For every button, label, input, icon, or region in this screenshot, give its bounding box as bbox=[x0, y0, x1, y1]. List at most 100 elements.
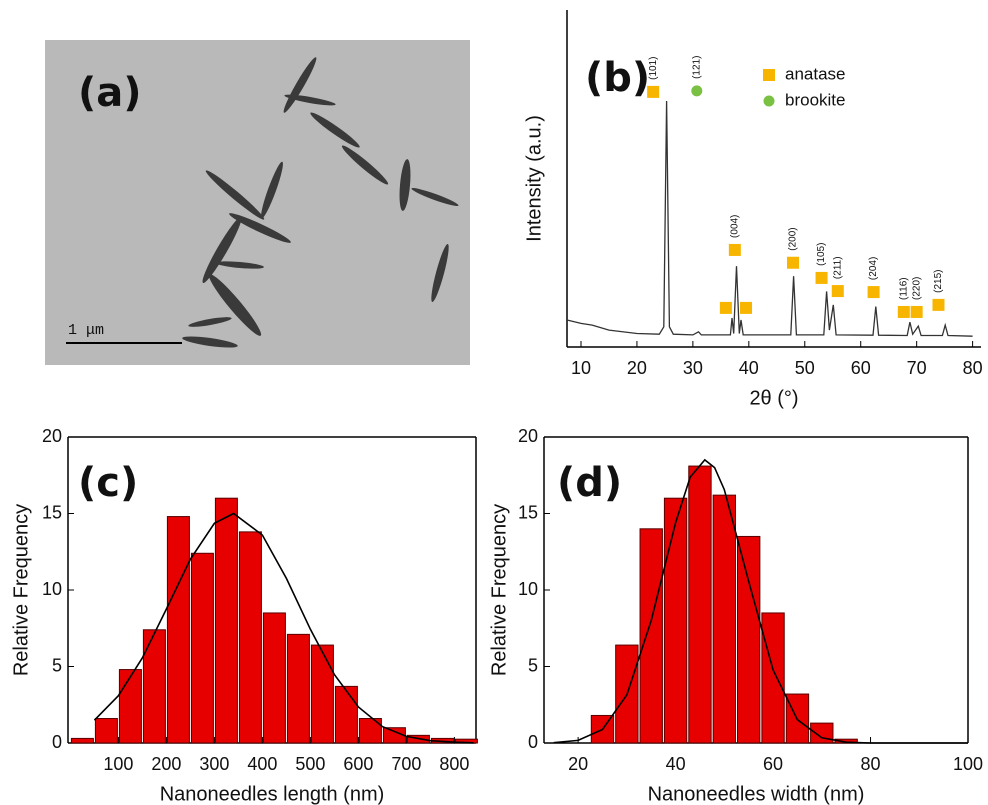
bar bbox=[688, 465, 712, 744]
bar bbox=[238, 531, 262, 744]
phase-marker bbox=[728, 243, 741, 256]
panel: 10 20 30 40 50 60 70 80 2θ (°) Intensity (a.u.) (1… bbox=[523, 10, 983, 409]
x-tick-label: 500 bbox=[295, 754, 325, 774]
peak-label: (121) bbox=[691, 56, 702, 79]
y-tick-label: 20 bbox=[518, 426, 538, 446]
y-axis-label: Relative Frequency bbox=[10, 504, 32, 676]
y-axis-label: Relative Frequency bbox=[488, 504, 510, 676]
y-axis-label: Intensity (a.u.) bbox=[523, 115, 545, 242]
x-tick-label: 600 bbox=[343, 754, 373, 774]
needle bbox=[261, 161, 283, 219]
x-tick-label: 30 bbox=[683, 358, 703, 378]
image-background bbox=[45, 40, 470, 365]
phase-marker bbox=[691, 85, 703, 97]
peak-label: (105) bbox=[816, 243, 827, 266]
bar bbox=[712, 494, 737, 744]
bar bbox=[834, 738, 858, 744]
x-tick-label: 10 bbox=[571, 358, 591, 378]
fit-curve bbox=[553, 458, 968, 744]
x-tick-label: 800 bbox=[439, 754, 469, 774]
bar bbox=[639, 528, 663, 744]
panel: 20 40 60 80 100 0 5 10 15 20 Nanoneedles width (nm… bbox=[488, 426, 983, 805]
y-tick-label: 5 bbox=[52, 655, 62, 675]
x-tick-label: 400 bbox=[247, 754, 277, 774]
needle bbox=[208, 274, 262, 336]
bar bbox=[663, 497, 688, 744]
bar bbox=[737, 535, 761, 744]
needle bbox=[431, 244, 449, 302]
x-tick-label: 200 bbox=[151, 754, 181, 774]
y-tick-label: 0 bbox=[52, 732, 62, 752]
fit-curve bbox=[93, 512, 474, 744]
phase-marker bbox=[831, 285, 844, 298]
peak-label: (200) bbox=[788, 227, 799, 250]
panel-label: (a) bbox=[78, 70, 142, 116]
phase-marker bbox=[867, 286, 880, 299]
bar bbox=[214, 497, 238, 744]
bar bbox=[286, 633, 310, 744]
needle bbox=[310, 112, 360, 148]
x-tick-label: 80 bbox=[861, 754, 881, 774]
needle bbox=[411, 187, 459, 207]
x-tick-label: 50 bbox=[795, 358, 815, 378]
y-tick-label: 20 bbox=[42, 426, 62, 446]
legend-swatch bbox=[763, 95, 775, 107]
y-tick-label: 15 bbox=[42, 502, 62, 522]
bar bbox=[94, 718, 118, 744]
x-tick-label: 20 bbox=[568, 754, 588, 774]
bar bbox=[310, 644, 334, 744]
phase-marker bbox=[719, 301, 732, 314]
panel: 100 200 300 400 500 600 700 800 0 5 10 15 20 Nanoneed… bbox=[10, 426, 478, 805]
peak-label: (204) bbox=[868, 257, 879, 280]
peak-label: (215) bbox=[933, 270, 944, 293]
needle bbox=[229, 213, 291, 243]
y-tick-label: 10 bbox=[518, 579, 538, 599]
bar bbox=[70, 737, 94, 744]
phase-marker bbox=[932, 298, 945, 311]
needle bbox=[182, 336, 238, 348]
needles bbox=[182, 57, 459, 348]
x-tick-label: 70 bbox=[907, 358, 927, 378]
xrd-line bbox=[566, 100, 973, 337]
legend-label: anatase bbox=[785, 64, 846, 83]
needle bbox=[399, 159, 411, 211]
bar bbox=[761, 612, 785, 744]
x-tick-label: 100 bbox=[103, 754, 133, 774]
peak-label: (220) bbox=[911, 277, 922, 300]
peak-label: (116) bbox=[898, 277, 909, 300]
legend-swatch bbox=[763, 69, 775, 81]
phase-marker bbox=[910, 305, 923, 318]
x-tick-label: 700 bbox=[391, 754, 421, 774]
x-tick-label: 20 bbox=[627, 358, 647, 378]
needle bbox=[188, 317, 232, 327]
bar bbox=[190, 552, 214, 744]
phase-marker bbox=[647, 85, 660, 98]
x-tick-label: 60 bbox=[851, 358, 871, 378]
peak-label: (211) bbox=[832, 256, 843, 279]
x-axis-label: Nanoneedles length (nm) bbox=[160, 783, 385, 805]
bar bbox=[358, 718, 382, 744]
y-tick-label: 15 bbox=[518, 502, 538, 522]
y-tick-label: 0 bbox=[528, 732, 538, 752]
phase-marker bbox=[815, 271, 828, 284]
needle bbox=[216, 261, 264, 269]
x-axis-label: 2θ (°) bbox=[749, 387, 798, 409]
bar bbox=[166, 516, 190, 744]
peak-label: (004) bbox=[729, 215, 740, 238]
phase-marker bbox=[787, 256, 800, 269]
needle bbox=[341, 145, 389, 185]
tem-image: (a) 1 μm bbox=[45, 40, 470, 365]
x-tick-label: 300 bbox=[199, 754, 229, 774]
needle bbox=[205, 170, 265, 220]
panel-label: (d) bbox=[557, 460, 622, 506]
panel-label: (b) bbox=[585, 55, 650, 101]
needle bbox=[284, 94, 336, 106]
bar bbox=[142, 629, 166, 744]
bar bbox=[262, 612, 286, 744]
x-tick-label: 80 bbox=[963, 358, 983, 378]
y-tick-label: 10 bbox=[42, 579, 62, 599]
x-axis-label: Nanoneedles width (nm) bbox=[648, 783, 865, 805]
legend-label: brookite bbox=[785, 90, 845, 109]
